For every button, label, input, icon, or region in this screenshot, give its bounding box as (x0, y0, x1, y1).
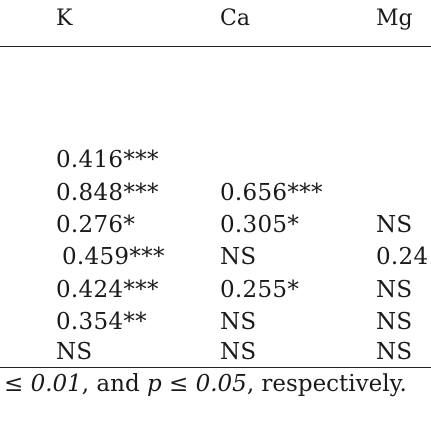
table-cell: 0.459*** (62, 244, 165, 270)
column-header-ca: Ca (220, 6, 250, 31)
column-header-k: K (56, 6, 73, 31)
table-cell: NS (56, 339, 93, 365)
table-cell: NS (376, 309, 413, 335)
table-cell: 0.424*** (56, 277, 159, 303)
table-cell: 0.656*** (220, 180, 323, 206)
column-header-mg: Mg (376, 6, 413, 31)
table-cell: NS (376, 277, 413, 303)
footnote-italic-threshold-1: ≤ 0.01 (4, 371, 82, 397)
bottom-rule (0, 367, 431, 368)
table-footnote: ≤ 0.01, and p ≤ 0.05, respectively. (4, 370, 407, 398)
table-cell: 0.848*** (56, 180, 159, 206)
table-cell: 0.276* (56, 212, 136, 238)
header-rule (0, 46, 431, 47)
table-cell: 0.255* (220, 277, 300, 303)
table-cell: 0.24 (376, 244, 429, 270)
table-cell: NS (220, 309, 257, 335)
table-cell: NS (376, 339, 413, 365)
table-cell: 0.416*** (56, 147, 159, 173)
table-cell: 0.354** (56, 309, 147, 335)
table-cell: NS (220, 339, 257, 365)
footnote-text-end: , respectively. (246, 371, 407, 397)
table-cell: NS (220, 244, 257, 270)
table-cell: NS (376, 212, 413, 238)
footnote-text: , and (81, 371, 147, 397)
table-cell: 0.305* (220, 212, 300, 238)
footnote-italic-threshold-2: p ≤ 0.05 (146, 371, 247, 397)
